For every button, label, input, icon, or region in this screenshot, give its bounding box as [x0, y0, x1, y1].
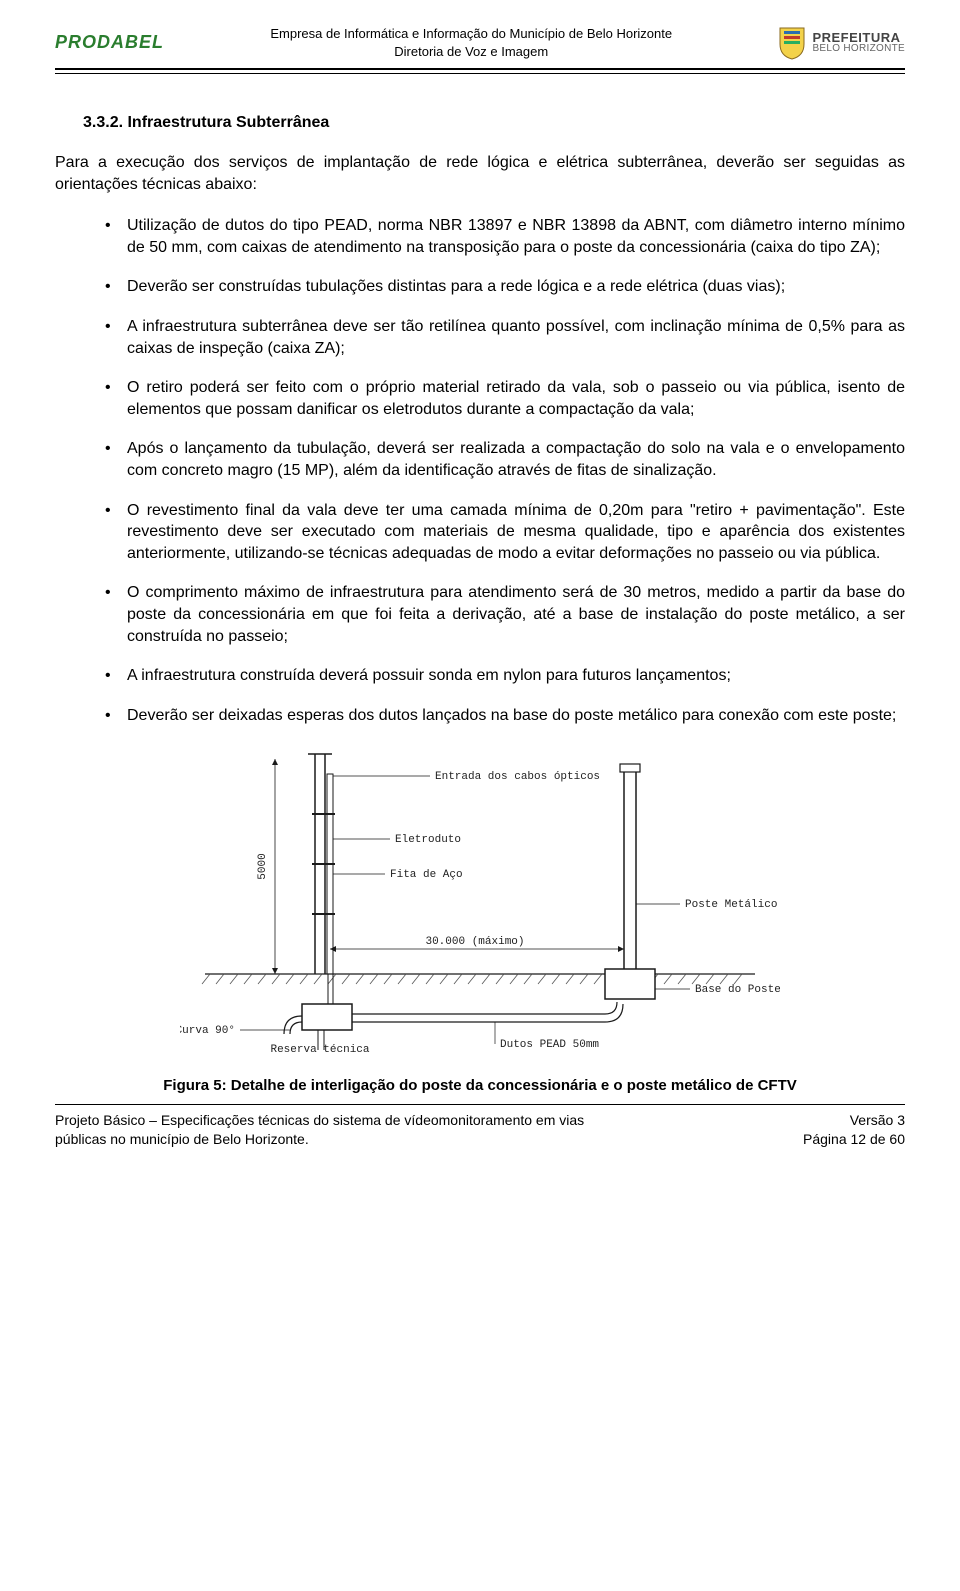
svg-text:30.000 (máximo): 30.000 (máximo)	[425, 936, 524, 948]
footer-version: Versão 3	[850, 1112, 905, 1128]
bullet-item: Deverão ser construídas tubulações disti…	[105, 276, 905, 298]
prefeitura-line2: BELO HORIZONTE	[812, 44, 905, 54]
section-heading: 3.3.2. Infraestrutura Subterrânea	[83, 114, 905, 132]
bullet-item: Após o lançamento da tubulação, deverá s…	[105, 438, 905, 481]
svg-text:Base do Poste Metálico: Base do Poste Metálico	[695, 984, 780, 996]
header-rule-thick	[55, 68, 905, 70]
prefeitura-text: PREFEITURA BELO HORIZONTE	[812, 31, 905, 54]
section-title: Infraestrutura Subterrânea	[127, 114, 329, 131]
figure-container: 5000 30.000 (máximo) Entrada dos cabos ópt…	[55, 744, 905, 1059]
document-page: PRODABEL Empresa de Informática e Inform…	[0, 0, 960, 1169]
footer-left: Projeto Básico – Especificações técnicas…	[55, 1111, 584, 1149]
bullet-item: A infraestrutura construída deverá possu…	[105, 665, 905, 687]
svg-text:Eletroduto: Eletroduto	[395, 834, 461, 846]
svg-text:Poste Metálico - CFTV.: Poste Metálico - CFTV.	[685, 899, 780, 911]
bullet-item: Deverão ser deixadas esperas dos dutos l…	[105, 705, 905, 727]
header-org-line2: Diretoria de Voz e Imagem	[164, 43, 778, 61]
footer-left-line2: públicas no município de Belo Horizonte.	[55, 1131, 309, 1147]
logo-prefeitura: PREFEITURA BELO HORIZONTE	[778, 26, 905, 60]
intro-paragraph: Para a execução dos serviços de implanta…	[55, 152, 905, 195]
svg-text:Curva 90°: Curva 90°	[180, 1025, 235, 1037]
interconnection-diagram: 5000 30.000 (máximo) Entrada dos cabos ópt…	[180, 744, 780, 1054]
svg-text:Dutos PEAD 50mm: Dutos PEAD 50mm	[500, 1039, 599, 1051]
bullet-list: Utilização de dutos do tipo PEAD, norma …	[55, 215, 905, 726]
header-org-line1: Empresa de Informática e Informação do M…	[164, 25, 778, 43]
bullet-item: O comprimento máximo de infraestrutura p…	[105, 582, 905, 647]
logo-prodabel: PRODABEL	[55, 32, 164, 53]
svg-text:5000: 5000	[257, 854, 269, 880]
bullet-item: O revestimento final da vala deve ter um…	[105, 500, 905, 565]
footer-left-line1: Projeto Básico – Especificações técnicas…	[55, 1112, 584, 1128]
header-center: Empresa de Informática e Informação do M…	[164, 25, 778, 60]
section-number: 3.3.2.	[83, 114, 123, 131]
svg-text:Reserva técnica: Reserva técnica	[270, 1044, 369, 1054]
page-footer: Projeto Básico – Especificações técnicas…	[55, 1111, 905, 1149]
diagram-figure: 5000 30.000 (máximo) Entrada dos cabos ópt…	[180, 744, 780, 1059]
header-rule-thin	[55, 73, 905, 74]
bullet-item: Utilização de dutos do tipo PEAD, norma …	[105, 215, 905, 258]
bullet-item: O retiro poderá ser feito com o próprio …	[105, 377, 905, 420]
footer-right: Versão 3 Página 12 de 60	[803, 1111, 905, 1149]
svg-text:Entrada dos cabos ópticos: Entrada dos cabos ópticos	[435, 771, 600, 783]
bullet-item: A infraestrutura subterrânea deve ser tã…	[105, 316, 905, 359]
footer-page-number: Página 12 de 60	[803, 1131, 905, 1147]
crest-icon	[778, 26, 806, 60]
page-header: PRODABEL Empresa de Informática e Inform…	[55, 25, 905, 60]
figure-caption: Figura 5: Detalhe de interligação do pos…	[55, 1077, 905, 1094]
svg-text:Fita de Aço: Fita de Aço	[390, 869, 463, 881]
footer-rule	[55, 1104, 905, 1105]
